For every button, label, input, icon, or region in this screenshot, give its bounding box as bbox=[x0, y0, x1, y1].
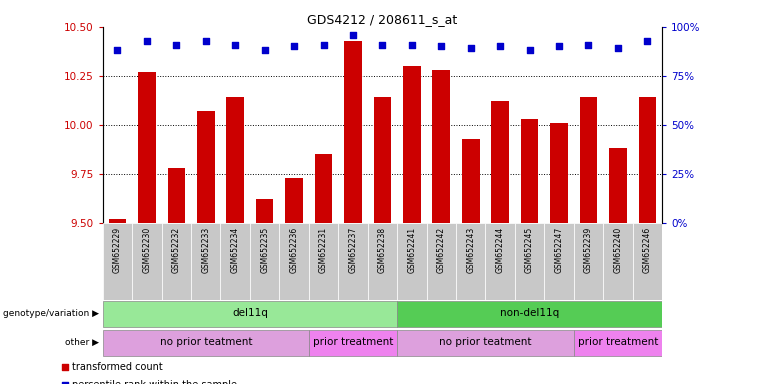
Bar bbox=[492, 101, 509, 223]
Text: prior treatment: prior treatment bbox=[313, 337, 393, 347]
Text: GSM652229: GSM652229 bbox=[113, 227, 122, 273]
Text: GSM652239: GSM652239 bbox=[584, 227, 593, 273]
Bar bbox=[432, 70, 450, 223]
Text: GSM652238: GSM652238 bbox=[378, 227, 387, 273]
Bar bbox=[279, 223, 309, 300]
Text: transformed count: transformed count bbox=[72, 362, 163, 372]
Point bbox=[325, 162, 337, 168]
Bar bbox=[550, 123, 568, 223]
Bar bbox=[103, 223, 132, 300]
Point bbox=[524, 47, 536, 53]
Text: GSM652241: GSM652241 bbox=[407, 227, 416, 273]
Bar bbox=[250, 223, 279, 300]
Text: GSM652242: GSM652242 bbox=[437, 227, 446, 273]
Bar bbox=[638, 98, 656, 223]
Text: non-del11q: non-del11q bbox=[500, 308, 559, 318]
Bar bbox=[397, 223, 427, 300]
Point bbox=[259, 47, 271, 53]
Text: genotype/variation ▶: genotype/variation ▶ bbox=[3, 310, 99, 318]
Point bbox=[494, 43, 506, 50]
Bar bbox=[132, 223, 161, 300]
Point bbox=[111, 47, 123, 53]
Bar bbox=[338, 223, 368, 300]
Bar bbox=[256, 199, 273, 223]
Bar bbox=[309, 223, 338, 300]
Text: prior treatment: prior treatment bbox=[578, 337, 658, 347]
Point bbox=[288, 43, 300, 50]
Bar bbox=[515, 223, 544, 300]
Bar bbox=[161, 223, 191, 300]
Bar bbox=[191, 223, 221, 300]
Point bbox=[465, 45, 477, 51]
Bar bbox=[315, 154, 333, 223]
Bar bbox=[344, 41, 361, 223]
Bar bbox=[309, 330, 397, 356]
Point bbox=[199, 38, 212, 44]
Bar bbox=[632, 223, 662, 300]
Bar bbox=[609, 148, 627, 223]
Bar bbox=[456, 223, 486, 300]
Text: no prior teatment: no prior teatment bbox=[160, 337, 252, 347]
Text: GSM652237: GSM652237 bbox=[349, 227, 358, 273]
Point bbox=[406, 41, 418, 48]
Text: GSM652236: GSM652236 bbox=[290, 227, 298, 273]
Text: GSM652245: GSM652245 bbox=[525, 227, 534, 273]
Text: del11q: del11q bbox=[232, 308, 268, 318]
Point bbox=[170, 41, 183, 48]
Bar bbox=[103, 330, 309, 356]
Text: GSM652244: GSM652244 bbox=[495, 227, 505, 273]
Text: GSM652232: GSM652232 bbox=[172, 227, 181, 273]
Bar bbox=[374, 98, 391, 223]
Text: GSM652240: GSM652240 bbox=[613, 227, 622, 273]
Bar bbox=[138, 72, 156, 223]
Point bbox=[229, 41, 241, 48]
Text: GSM652246: GSM652246 bbox=[643, 227, 652, 273]
Point bbox=[642, 38, 654, 44]
Point bbox=[376, 41, 388, 48]
Bar bbox=[580, 98, 597, 223]
Bar bbox=[226, 98, 244, 223]
Point bbox=[347, 31, 359, 38]
Text: GSM652231: GSM652231 bbox=[319, 227, 328, 273]
Title: GDS4212 / 208611_s_at: GDS4212 / 208611_s_at bbox=[307, 13, 457, 26]
Text: percentile rank within the sample: percentile rank within the sample bbox=[72, 380, 237, 384]
Bar bbox=[109, 219, 126, 223]
Bar bbox=[397, 301, 662, 327]
Point bbox=[612, 45, 624, 51]
Text: GSM652233: GSM652233 bbox=[201, 227, 210, 273]
Text: no prior teatment: no prior teatment bbox=[439, 337, 532, 347]
Point bbox=[582, 41, 594, 48]
Bar bbox=[167, 168, 185, 223]
Bar bbox=[486, 223, 515, 300]
Point bbox=[325, 329, 337, 336]
Bar bbox=[603, 223, 632, 300]
Text: GSM652247: GSM652247 bbox=[555, 227, 564, 273]
Text: GSM652243: GSM652243 bbox=[466, 227, 475, 273]
Point bbox=[435, 43, 447, 50]
Bar bbox=[427, 223, 456, 300]
Text: GSM652235: GSM652235 bbox=[260, 227, 269, 273]
Point bbox=[317, 41, 330, 48]
Bar bbox=[103, 301, 397, 327]
Bar bbox=[397, 330, 574, 356]
Text: other ▶: other ▶ bbox=[65, 338, 99, 347]
Text: GSM652234: GSM652234 bbox=[231, 227, 240, 273]
Text: GSM652230: GSM652230 bbox=[142, 227, 151, 273]
Bar bbox=[544, 223, 574, 300]
Bar bbox=[221, 223, 250, 300]
Point bbox=[553, 43, 565, 50]
Bar bbox=[574, 223, 603, 300]
Bar bbox=[521, 119, 539, 223]
Bar bbox=[462, 139, 479, 223]
Bar bbox=[285, 178, 303, 223]
Bar bbox=[197, 111, 215, 223]
Bar bbox=[574, 330, 662, 356]
Bar bbox=[403, 66, 421, 223]
Bar bbox=[368, 223, 397, 300]
Point bbox=[141, 38, 153, 44]
